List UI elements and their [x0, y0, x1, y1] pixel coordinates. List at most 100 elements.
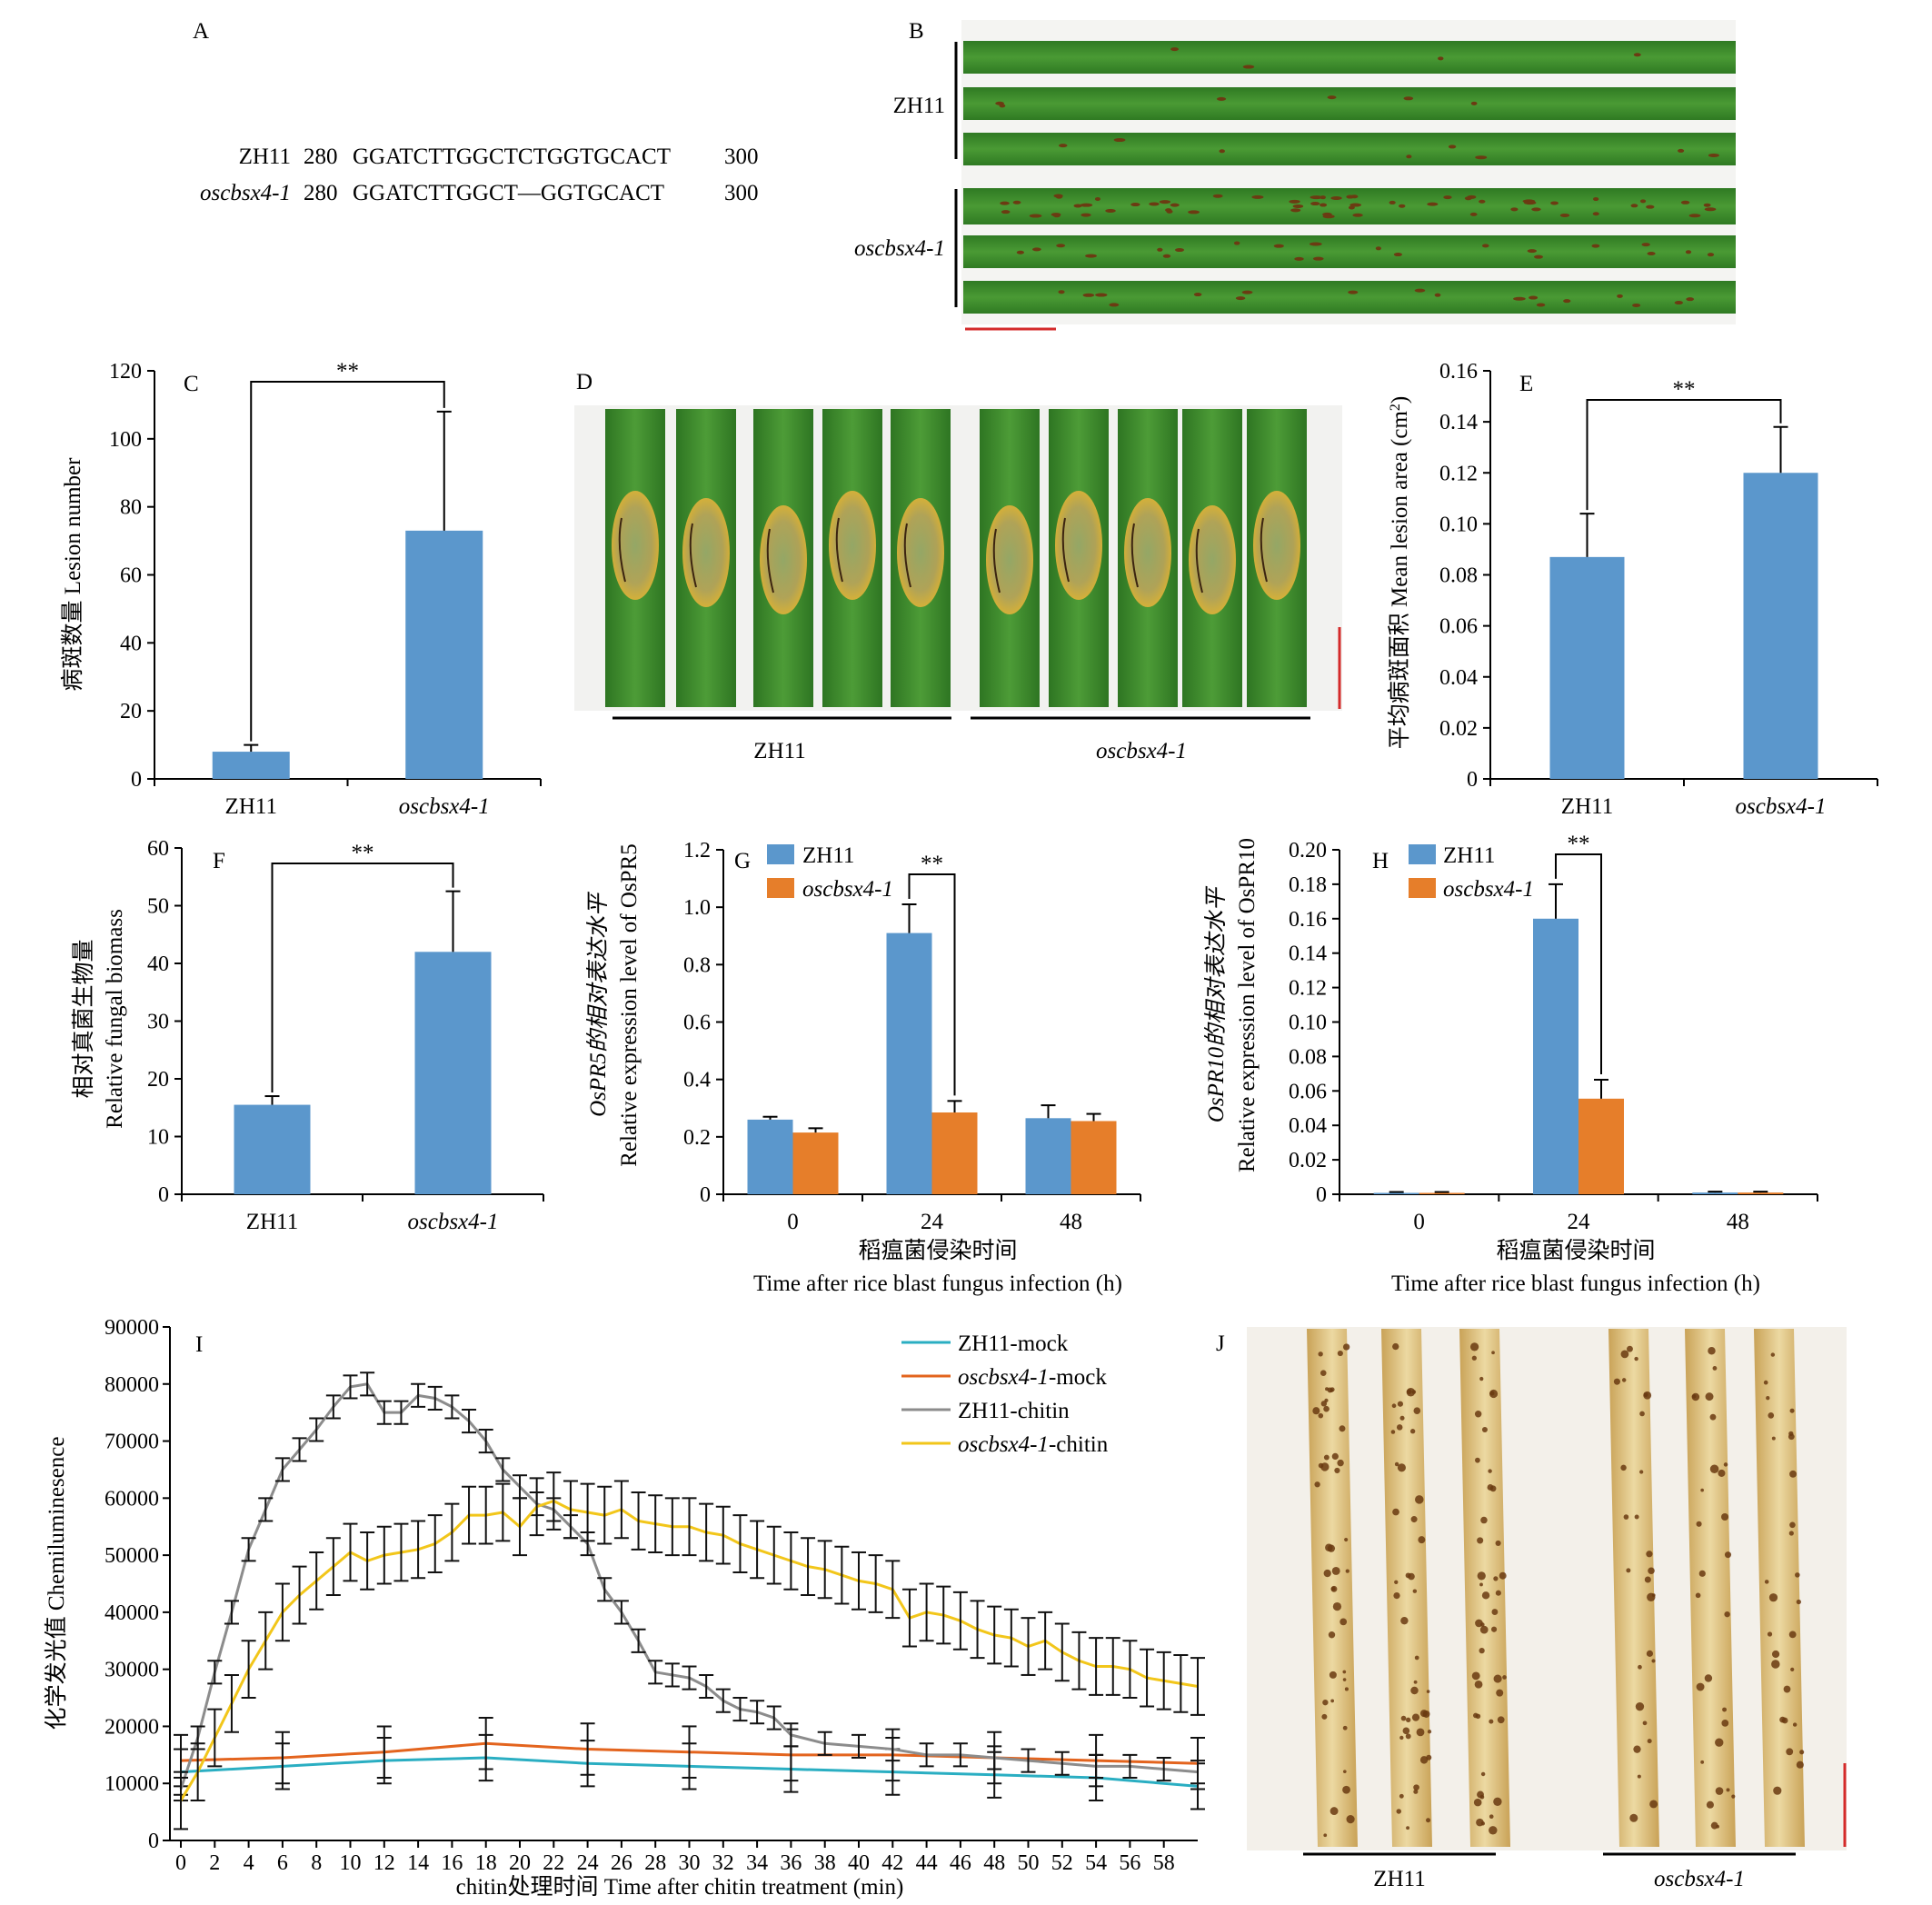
j-dab-spot — [1722, 1707, 1728, 1712]
b-lesion-spot — [1310, 195, 1323, 200]
b-label-zh11: ZH11 — [893, 94, 945, 118]
j-dab-spot — [1489, 1826, 1498, 1835]
h-ytick-label: 0.16 — [1289, 908, 1327, 932]
g-bars — [747, 903, 1117, 1194]
j-dab-spot — [1332, 1601, 1342, 1611]
j-dab-spot — [1339, 1618, 1348, 1626]
j-dab-spot — [1491, 1351, 1495, 1355]
j-dab-spot — [1329, 1671, 1337, 1679]
j-dab-spot — [1480, 1771, 1486, 1777]
i-xtick-label: 28 — [644, 1851, 666, 1875]
g-ytick-label: 0.2 — [683, 1126, 711, 1150]
g-legend: ZH11 oscbsx4-1 — [767, 843, 893, 902]
c-significance-label: ** — [336, 359, 359, 384]
j-dab-spot — [1639, 1470, 1644, 1474]
i-xtick-label: 44 — [916, 1851, 938, 1875]
j-dab-spot — [1771, 1650, 1780, 1659]
d-lesion — [1253, 491, 1300, 600]
b-lesion-spot — [1550, 201, 1559, 205]
j-leaf — [1754, 1329, 1805, 1847]
f-xtick-label: ZH11 — [246, 1210, 298, 1234]
b-lesion-spot — [1242, 65, 1255, 69]
b-lesion-spot — [1479, 199, 1486, 204]
c-bar — [405, 530, 483, 779]
g-ytick-label: 0.6 — [683, 1012, 711, 1035]
j-dab-spot — [1419, 1756, 1429, 1764]
g-x-axis-label-1: 稻瘟菌侵染时间 — [858, 1238, 1017, 1263]
h-bar — [1419, 1192, 1465, 1194]
e-ytick-label: 0.16 — [1439, 360, 1478, 384]
chart-e: E 0 0.02 0.04 0.06 0.08 0.10 0.12 0.14 0.16 ZH11… — [1387, 360, 1878, 819]
c-xtick-label: ZH11 — [225, 794, 277, 819]
b-lesion-spot — [1322, 214, 1335, 219]
j-dab-spot — [1337, 1350, 1343, 1357]
f-ytick-label: 0 — [158, 1183, 169, 1207]
j-dab-spot — [1410, 1516, 1418, 1523]
c-ytick-label: 80 — [120, 496, 142, 520]
i-y-ticks: 0 10000 20000 30000 40000 50000 60000 70000 8000… — [105, 1316, 170, 1853]
d-lesion — [897, 498, 944, 607]
i-xtick-label: 52 — [1051, 1851, 1073, 1875]
chart-h: H 00.020.040.060.080.100.120.140.160.180… — [1203, 832, 1818, 1296]
b-lesion-spot — [1294, 256, 1304, 261]
g-bar — [747, 1119, 793, 1194]
g-xtick-label: 48 — [1060, 1210, 1082, 1234]
b-lesion-spot — [1617, 294, 1623, 298]
f-bars — [234, 890, 492, 1194]
e-bars — [1549, 425, 1818, 779]
j-dab-spot — [1620, 1350, 1629, 1359]
b-lesion-spot — [1170, 203, 1180, 207]
b-lesion-spot — [1056, 244, 1066, 248]
b-lesion-spot — [1029, 214, 1042, 218]
j-dab-spot — [1397, 1401, 1404, 1407]
i-legend-label-zh11-mock: ZH11-mock — [958, 1332, 1069, 1356]
j-dab-spot — [1409, 1429, 1416, 1434]
j-dab-spot — [1412, 1589, 1418, 1593]
b-lesion-spot — [1647, 251, 1656, 255]
b-lesion-spot — [1674, 301, 1683, 305]
j-dab-spot — [1623, 1514, 1629, 1520]
b-lesion-spot — [1389, 200, 1396, 204]
d-lesion-edge — [618, 517, 626, 583]
i-series-oscbsx4-1-chitin — [174, 1471, 1205, 1830]
b-lesion-spot — [1434, 293, 1441, 297]
b-lesion-spot — [1000, 201, 1010, 205]
j-dab-spot — [1328, 1631, 1336, 1639]
j-dab-spot — [1320, 1370, 1327, 1376]
h-bar — [1578, 1098, 1624, 1194]
panel-letter-b: B — [909, 19, 924, 44]
g-legend-label-mut: oscbsx4-1 — [802, 877, 893, 902]
j-dab-spot — [1783, 1685, 1791, 1693]
panel-letter-i: I — [195, 1332, 203, 1357]
photo-b-leaves — [963, 41, 1736, 314]
e-ytick-label: 0.06 — [1439, 615, 1478, 639]
j-dab-spot — [1480, 1516, 1488, 1524]
j-dab-spot — [1489, 1389, 1499, 1399]
b-lesion-spot — [1348, 290, 1359, 294]
j-dab-spot — [1651, 1659, 1656, 1663]
c-bar — [212, 752, 290, 779]
i-xtick-label: 40 — [848, 1851, 870, 1875]
j-dab-spot — [1487, 1484, 1494, 1491]
f-y-axis-label-en: Relative fungal biomass — [103, 909, 127, 1129]
c-x-labels: ZH11 oscbsx4-1 — [154, 779, 542, 819]
j-dab-spot — [1323, 1569, 1331, 1578]
j-dab-spot — [1634, 1356, 1638, 1361]
b-lesion-spot — [1219, 149, 1225, 154]
i-xtick-label: 56 — [1119, 1851, 1140, 1875]
e-y-axis-label: 平均病斑面积 Mean lesion area (cm2) — [1387, 396, 1412, 749]
j-dab-spot — [1471, 1671, 1480, 1681]
seq-row-2-end: 300 — [724, 181, 759, 205]
i-legend: ZH11-mock oscbsx4-1-mock ZH11-chitin osc… — [901, 1332, 1109, 1457]
j-dab-spot — [1646, 1551, 1653, 1558]
d-label-zh11: ZH11 — [753, 739, 805, 763]
j-dab-spot — [1342, 1678, 1347, 1681]
b-lesion-spot — [1510, 207, 1519, 212]
j-dab-spot — [1322, 1700, 1329, 1706]
h-ytick-label: 0 — [1316, 1183, 1327, 1207]
b-lesion-spot — [1630, 204, 1638, 208]
j-dab-spot — [1342, 1343, 1350, 1351]
j-dab-spot — [1696, 1682, 1705, 1691]
j-dab-spot — [1399, 1793, 1404, 1799]
b-lesion-spot — [1080, 203, 1093, 207]
